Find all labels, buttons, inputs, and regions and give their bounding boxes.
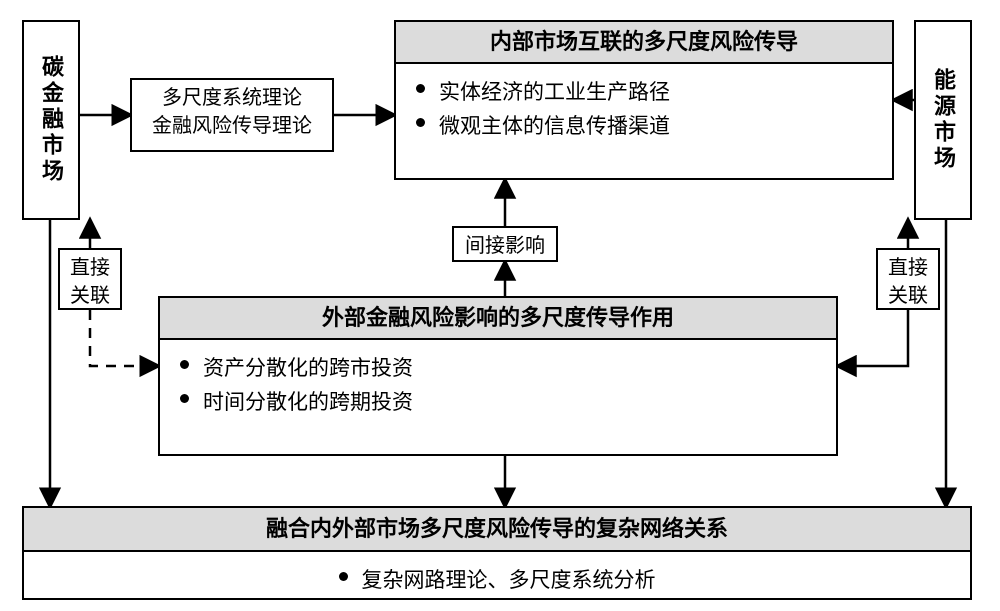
external-risk-body: 资产分散化的跨市投资时间分散化的跨期投资 xyxy=(160,340,836,428)
internal-market-body: 实体经济的工业生产路径微观主体的信息传播渠道 xyxy=(396,64,892,152)
external-risk-header: 外部金融风险影响的多尺度传导作用 xyxy=(160,298,836,340)
direct-link-left-line2: 关联 xyxy=(66,282,114,310)
bullet-text: 微观主体的信息传播渠道 xyxy=(439,110,670,140)
complex-network-body: 复杂网路理论、多尺度系统分析 xyxy=(24,552,970,606)
carbon-finance-market-label: 碳金融市场 xyxy=(35,55,67,185)
energy-market-box: 能源市场 xyxy=(914,20,972,220)
bullet-text: 时间分散化的跨期投资 xyxy=(203,386,413,416)
bullet-icon xyxy=(180,394,189,403)
bullet-item: 实体经济的工业生产路径 xyxy=(416,76,872,106)
external-risk-panel: 外部金融风险影响的多尺度传导作用 资产分散化的跨市投资时间分散化的跨期投资 xyxy=(158,296,838,456)
theory-line2: 金融风险传导理论 xyxy=(138,112,326,140)
indirect-influence-label: 间接影响 xyxy=(465,235,545,257)
direct-link-left-line1: 直接 xyxy=(66,254,114,282)
complex-network-panel: 融合内外部市场多尺度风险传导的复杂网络关系 复杂网路理论、多尺度系统分析 xyxy=(22,506,972,600)
theory-box: 多尺度系统理论 金融风险传导理论 xyxy=(130,78,334,152)
internal-market-header: 内部市场互联的多尺度风险传导 xyxy=(396,22,892,64)
bullet-icon xyxy=(416,84,425,93)
direct-link-right-box: 直接 关联 xyxy=(876,248,940,310)
bullet-text: 复杂网路理论、多尺度系统分析 xyxy=(362,564,656,594)
bullet-item: 微观主体的信息传播渠道 xyxy=(416,110,872,140)
bullet-icon xyxy=(339,572,348,581)
bullet-item: 复杂网路理论、多尺度系统分析 xyxy=(44,564,950,594)
bullet-text: 资产分散化的跨市投资 xyxy=(203,352,413,382)
direct-link-left-box: 直接 关联 xyxy=(58,248,122,310)
complex-network-header: 融合内外部市场多尺度风险传导的复杂网络关系 xyxy=(24,508,970,552)
bullet-icon xyxy=(180,360,189,369)
carbon-finance-market-box: 碳金融市场 xyxy=(22,20,80,220)
direct-link-right-line2: 关联 xyxy=(884,282,932,310)
indirect-influence-box: 间接影响 xyxy=(452,226,558,262)
direct-link-right-line1: 直接 xyxy=(884,254,932,282)
theory-line1: 多尺度系统理论 xyxy=(138,84,326,112)
bullet-text: 实体经济的工业生产路径 xyxy=(439,76,670,106)
bullet-item: 资产分散化的跨市投资 xyxy=(180,352,816,382)
bullet-icon xyxy=(416,118,425,127)
internal-market-panel: 内部市场互联的多尺度风险传导 实体经济的工业生产路径微观主体的信息传播渠道 xyxy=(394,20,894,180)
bullet-item: 时间分散化的跨期投资 xyxy=(180,386,816,416)
energy-market-label: 能源市场 xyxy=(927,68,959,172)
